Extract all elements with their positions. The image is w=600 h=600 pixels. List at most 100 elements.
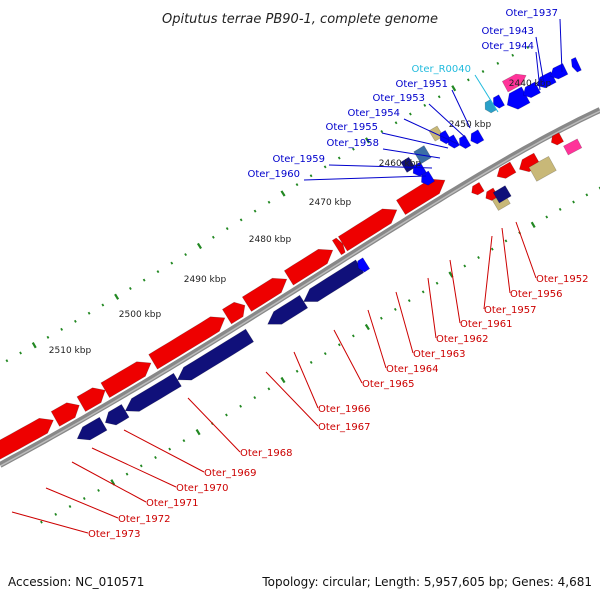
- tick-dot: [295, 369, 299, 373]
- backbone-line: [0, 107, 600, 468]
- leader-line: [303, 175, 427, 181]
- lower-cluster-feature: [528, 155, 557, 182]
- leader-line: [123, 429, 205, 473]
- tick-dot: [309, 360, 313, 364]
- lower-cluster-feature: [563, 138, 583, 156]
- tick-dot: [530, 221, 536, 228]
- upper-cluster-feature: [484, 99, 497, 114]
- tick-dot: [54, 512, 58, 516]
- kbp-tick-labels: 2440 kbp 2450 kbp 2460 kbp 2470 kbp 2480 kbp…: [49, 79, 552, 356]
- leader-line: [535, 51, 541, 91]
- gene-label-oter_1937: Oter_1937: [505, 8, 558, 19]
- tick-dot: [364, 323, 370, 331]
- tick-dot: [73, 319, 77, 323]
- plus-strand-gene: [221, 301, 246, 325]
- tick-dot: [448, 271, 454, 278]
- tick-dot: [337, 156, 341, 160]
- leader-line: [449, 259, 461, 324]
- tick-dot: [19, 351, 22, 355]
- tick-dot: [526, 45, 530, 49]
- leader-line: [187, 397, 241, 453]
- tick-dot: [466, 78, 470, 82]
- feature-tracks: [0, 56, 583, 460]
- tick-dot: [545, 215, 549, 219]
- tick-dot: [408, 112, 412, 116]
- tick-dot: [435, 281, 439, 285]
- tick-dot: [211, 235, 215, 239]
- upper-cluster-feature: [522, 81, 541, 99]
- upper-cluster-feature: [570, 56, 582, 73]
- tick-dot: [196, 242, 202, 250]
- map-title: Opitutus terrae PB90-1, complete genome: [162, 12, 438, 27]
- leader-line: [474, 74, 499, 113]
- plus-strand-gene: [148, 316, 226, 370]
- tick-dot: [585, 193, 589, 197]
- upper-cluster-feature: [421, 170, 436, 186]
- tick-dot: [82, 497, 86, 500]
- tick-dot: [365, 137, 371, 144]
- plus-strand-gene: [331, 237, 346, 256]
- tick-dot: [394, 121, 398, 125]
- leader-line: [91, 447, 177, 488]
- upper-cluster-feature: [413, 145, 432, 165]
- plus-strand-gene: [76, 387, 106, 412]
- gene-label-oter_1962: Oter_1962: [436, 334, 489, 345]
- lower-cluster-feature: [550, 132, 565, 146]
- plus-strand-gene: [0, 417, 54, 460]
- lower-cluster-feature: [471, 181, 485, 196]
- gene-label-oter_1971: Oter_1971: [146, 498, 199, 509]
- leader-line: [515, 221, 537, 279]
- tick-dot: [5, 359, 9, 363]
- gene-label-oter_1967: Oter_1967: [318, 422, 371, 433]
- tick-dot: [154, 456, 157, 460]
- genome-backbone: [0, 107, 600, 468]
- gene-label-oter_1970: Oter_1970: [176, 483, 229, 494]
- tick-dot: [558, 207, 562, 211]
- plus-strand-gene: [337, 208, 398, 252]
- tick-dot: [393, 307, 397, 311]
- kbp-tick-label: 2490 kbp: [184, 275, 227, 285]
- tick-dot: [572, 200, 575, 204]
- tick-dot: [114, 293, 120, 300]
- gene-label-oter_1960: Oter_1960: [247, 169, 300, 180]
- tick-dot: [309, 174, 313, 178]
- tick-dot: [170, 261, 174, 265]
- upper-cluster-feature: [550, 63, 569, 80]
- gene-label-oter_1965: Oter_1965: [362, 379, 415, 390]
- gene-label-oter_1952: Oter_1952: [536, 274, 589, 285]
- plus-strand-gene: [241, 277, 288, 312]
- leader-line: [483, 235, 493, 310]
- kbp-tick-label: 2450 kbp: [449, 120, 492, 130]
- tick-dot: [184, 253, 188, 257]
- tick-dot: [477, 256, 480, 260]
- tick-dot-rings: [5, 45, 600, 524]
- kbp-tick-label: 2510 kbp: [49, 346, 92, 356]
- leader-line: [382, 148, 441, 159]
- gene-label-oter_1968: Oter_1968: [240, 448, 293, 459]
- minus-strand-gene: [357, 257, 371, 273]
- kbp-tick-label: 2470 kbp: [309, 198, 352, 208]
- backbone-highlight: [0, 110, 600, 467]
- leader-line: [395, 291, 414, 354]
- lower-cluster-feature: [492, 185, 512, 204]
- plus-strand-gene: [395, 178, 446, 216]
- upper-cluster-feature: [459, 134, 472, 149]
- tick-dot: [267, 200, 271, 204]
- leader-line: [428, 103, 467, 139]
- tick-dot: [511, 53, 515, 57]
- leader-line: [403, 118, 459, 145]
- kbp-tick-label: 2460 kbp: [379, 159, 422, 169]
- minus-strand-gene: [104, 403, 130, 426]
- tick-dot: [97, 488, 100, 492]
- gene-label-oter_1961: Oter_1961: [460, 319, 513, 330]
- tick-dot: [490, 247, 494, 251]
- tick-dot: [182, 439, 186, 443]
- tick-dot: [60, 327, 64, 331]
- tick-dot: [40, 520, 43, 524]
- tick-dot: [168, 447, 172, 451]
- tick-dot: [156, 270, 160, 274]
- tick-dot: [31, 342, 37, 349]
- gene-label-oter_1959: Oter_1959: [272, 154, 325, 165]
